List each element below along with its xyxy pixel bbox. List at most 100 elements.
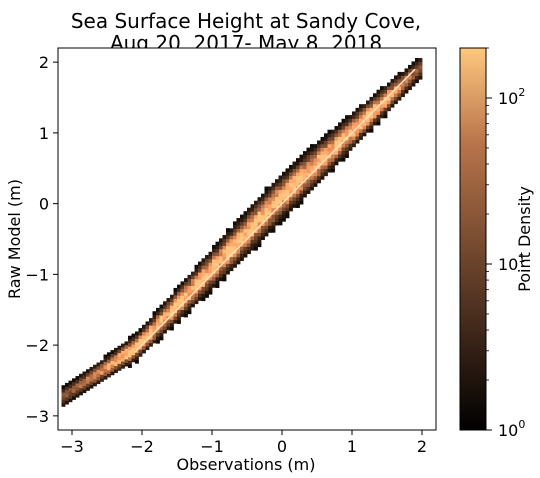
density-cell xyxy=(201,279,206,284)
density-cell xyxy=(310,161,314,166)
density-cell xyxy=(135,338,139,343)
density-cell xyxy=(117,345,122,350)
density-cell xyxy=(177,312,181,317)
density-cell xyxy=(103,368,108,373)
density-cell xyxy=(306,182,311,187)
density-cell xyxy=(373,114,377,119)
density-cell xyxy=(324,151,328,155)
density-cell xyxy=(282,210,286,215)
density-cell xyxy=(170,298,174,303)
density-cell xyxy=(282,185,286,190)
density-cell xyxy=(264,221,269,226)
density-cell xyxy=(79,373,83,378)
density-cell xyxy=(268,228,272,233)
density-cell xyxy=(229,260,234,265)
density-cell xyxy=(261,229,265,233)
density-cell xyxy=(285,189,290,194)
density-cell xyxy=(373,118,377,122)
density-cell xyxy=(222,266,227,271)
density-cell xyxy=(110,357,115,362)
density-cell xyxy=(100,360,104,365)
density-cell xyxy=(264,225,269,230)
density-cell xyxy=(271,207,276,212)
density-cell xyxy=(72,388,76,393)
density-cell xyxy=(317,158,321,163)
density-cell xyxy=(198,261,202,266)
density-cell xyxy=(124,362,129,367)
density-cell xyxy=(194,296,199,301)
density-cell xyxy=(338,150,342,155)
density-cell xyxy=(345,118,349,123)
density-cell xyxy=(404,68,409,73)
density-cell xyxy=(121,364,125,369)
density-cell xyxy=(103,372,108,377)
density-cell xyxy=(198,286,202,291)
density-cell xyxy=(327,161,332,166)
density-cell xyxy=(72,378,76,383)
density-cell xyxy=(334,140,339,145)
density-cell xyxy=(163,311,167,316)
density-cell xyxy=(306,186,311,191)
density-cell xyxy=(285,182,290,187)
density-cell xyxy=(226,249,230,254)
density-cell xyxy=(366,111,370,116)
density-cell xyxy=(82,378,87,383)
density-cell xyxy=(320,172,325,177)
density-cell xyxy=(212,266,216,271)
x-axis-label: Observations (m) xyxy=(177,455,316,474)
density-cell xyxy=(149,318,153,322)
density-cell xyxy=(201,265,206,270)
density-cell xyxy=(348,122,353,127)
density-cell xyxy=(387,107,391,112)
density-cell xyxy=(331,168,335,173)
density-cell xyxy=(110,371,115,376)
y-axis-ticks: −3 −2 −1 0 1 2 xyxy=(25,53,58,426)
density-cell xyxy=(194,275,199,280)
density-cell xyxy=(296,168,300,173)
density-cell xyxy=(247,246,251,251)
density-cell xyxy=(408,75,412,80)
density-cell xyxy=(383,103,388,108)
density-cell xyxy=(373,100,377,105)
density-cell xyxy=(226,238,230,243)
density-cell xyxy=(404,82,409,87)
density-cell xyxy=(201,275,206,280)
density-cell xyxy=(75,379,80,384)
density-cell xyxy=(208,265,213,270)
density-cell xyxy=(282,203,286,208)
density-cell xyxy=(338,154,342,159)
density-cell xyxy=(369,114,374,119)
density-cell xyxy=(296,172,300,177)
density-cell xyxy=(222,235,227,239)
density-cell xyxy=(355,139,360,144)
density-cell xyxy=(320,151,325,155)
density-cell xyxy=(397,86,402,90)
density-cell xyxy=(194,271,199,276)
density-cell xyxy=(380,110,384,115)
density-cell xyxy=(93,375,97,380)
density-cell xyxy=(243,253,248,258)
density-cell xyxy=(359,136,363,140)
density-cell xyxy=(89,377,94,382)
density-cell xyxy=(173,291,178,296)
density-cell xyxy=(86,383,90,388)
density-cell xyxy=(359,132,363,137)
density-cell xyxy=(271,193,276,198)
density-cell xyxy=(187,278,192,283)
density-cell xyxy=(61,395,66,400)
density-cell xyxy=(303,190,307,194)
density-cell xyxy=(341,154,346,159)
density-cell xyxy=(128,349,132,354)
density-cell xyxy=(187,285,192,290)
density-cell xyxy=(324,172,328,177)
density-cell xyxy=(240,249,244,254)
density-cell xyxy=(121,354,125,359)
density-cell xyxy=(184,295,188,300)
density-cell xyxy=(310,165,314,170)
x-tick-label: −2 xyxy=(130,437,154,456)
density-cell xyxy=(236,228,241,233)
density-cell xyxy=(86,379,90,384)
density-cell xyxy=(184,281,188,286)
density-cell xyxy=(264,207,269,212)
